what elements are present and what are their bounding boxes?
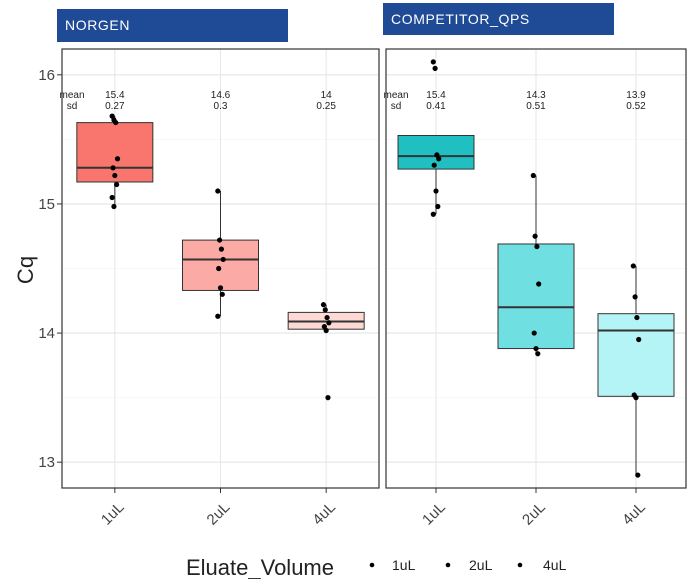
mean-value: 15.4: [105, 90, 125, 101]
x-tick-label: 4uL: [309, 499, 339, 529]
data-point: [323, 327, 329, 334]
mean-value: 14: [321, 90, 333, 101]
data-point: [216, 265, 222, 272]
legend-title: Eluate_Volume: [186, 555, 334, 579]
data-point: [532, 233, 538, 239]
legend-key-4uL: [517, 562, 523, 568]
data-point: [114, 156, 121, 162]
data-point: [325, 395, 331, 401]
sd-value: 0.3: [214, 101, 228, 112]
data-point: [113, 119, 119, 126]
sd-value: 0.52: [626, 101, 646, 112]
data-point: [534, 243, 540, 250]
data-point: [531, 330, 537, 336]
y-tick-label: 13: [38, 454, 55, 471]
data-point: [431, 162, 437, 168]
data-point: [634, 314, 640, 321]
data-point: [430, 211, 436, 217]
data-point: [436, 156, 442, 162]
data-point: [112, 172, 118, 179]
sd-value: 0.27: [105, 101, 125, 112]
legend-key-1uL: [369, 562, 375, 568]
y-axis-title: Cq: [13, 256, 38, 284]
data-point: [109, 113, 115, 119]
data-point: [219, 291, 225, 297]
data-point: [635, 472, 641, 478]
data-point: [322, 307, 328, 313]
x-tick-label: 1uL: [98, 499, 128, 529]
y-tick-label: 15: [38, 196, 55, 213]
data-point: [632, 294, 638, 300]
legend-key-2uL: [445, 562, 451, 568]
data-point: [533, 345, 539, 352]
sd-value: 0.25: [316, 101, 336, 112]
box-4uL: [597, 313, 675, 397]
data-point: [633, 395, 639, 401]
facet-label-norgen: NORGEN: [57, 9, 288, 42]
data-point: [433, 188, 439, 194]
data-point: [636, 336, 642, 343]
mean-value: 15.4: [426, 90, 446, 101]
legend-label-4uL: 4uL: [543, 557, 567, 573]
data-point: [430, 59, 436, 65]
data-point: [217, 237, 223, 243]
data-point: [109, 194, 115, 201]
data-point: [110, 165, 116, 171]
y-tick-label: 16: [38, 67, 55, 84]
sd-value: 0.51: [526, 101, 546, 112]
y-tick-label: 14: [38, 325, 55, 342]
facet-label-competitor-qps: COMPETITOR_QPS: [383, 3, 614, 35]
mean-row-label: mean: [383, 90, 408, 101]
mean-value: 14.3: [526, 90, 546, 101]
sd-value: 0.41: [426, 101, 446, 112]
box-1uL: [76, 122, 154, 183]
legend-label-1uL: 1uL: [392, 557, 416, 573]
data-point: [326, 320, 332, 326]
data-point: [220, 256, 226, 263]
data-point: [435, 203, 441, 210]
data-point: [215, 188, 221, 194]
x-tick-label: 4uL: [619, 499, 649, 529]
legend-label-2uL: 2uL: [469, 557, 493, 573]
data-point: [114, 181, 120, 188]
mean-value: 14.6: [211, 90, 231, 101]
mean-row-label: mean: [59, 90, 84, 101]
data-point: [535, 351, 541, 357]
data-point: [215, 313, 221, 319]
data-point: [321, 324, 327, 330]
data-point: [536, 281, 542, 287]
x-tick-label: 2uL: [519, 499, 549, 529]
data-point: [111, 203, 117, 210]
data-point: [324, 314, 330, 321]
data-point: [530, 172, 536, 179]
sd-row-label: sd: [67, 101, 78, 112]
box-2uL: [497, 243, 575, 350]
sd-row-label: sd: [391, 101, 402, 112]
data-point: [320, 302, 327, 308]
x-tick-label: 1uL: [419, 499, 449, 529]
data-point: [432, 65, 438, 71]
x-tick-label: 2uL: [204, 499, 234, 529]
mean-value: 13.9: [626, 90, 646, 101]
data-point: [630, 263, 636, 269]
data-point: [217, 285, 224, 291]
data-point: [434, 152, 440, 158]
data-point: [218, 246, 224, 252]
